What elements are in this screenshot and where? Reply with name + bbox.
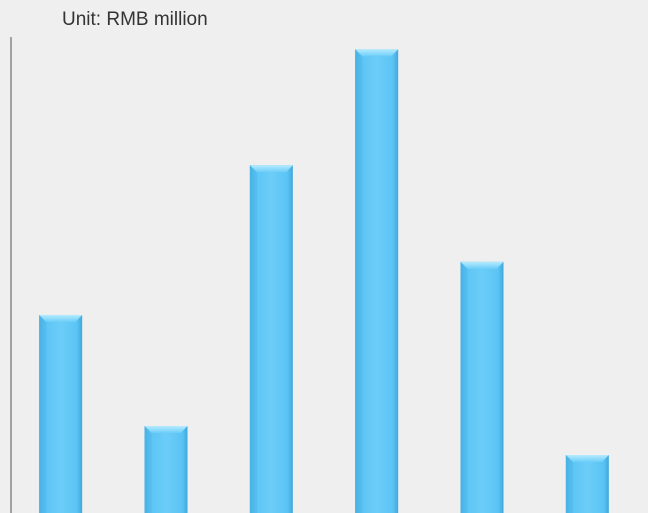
bar-6 <box>565 455 609 513</box>
bar-left-bevel <box>249 165 257 513</box>
unit-label: Unit: RMB million <box>62 9 208 30</box>
bar-cap <box>249 165 293 173</box>
bars-group <box>39 49 609 513</box>
bar-body <box>565 455 609 513</box>
bar-5 <box>460 261 504 513</box>
bar-1 <box>39 314 83 513</box>
bar-left-bevel <box>39 314 47 513</box>
bar-3 <box>249 165 293 513</box>
bar-2 <box>144 426 188 513</box>
bar-cap <box>144 426 188 434</box>
bar-left-bevel <box>355 49 363 513</box>
bar-left-bevel <box>565 455 573 513</box>
bar-body <box>355 49 399 513</box>
bar-left-bevel <box>460 261 468 513</box>
bar-body <box>249 165 293 513</box>
bar-body <box>39 314 83 513</box>
bar-body <box>144 426 188 513</box>
bar-left-bevel <box>144 426 152 513</box>
bar-cap <box>565 455 609 463</box>
bar-cap <box>39 314 83 322</box>
bar-4 <box>355 49 399 513</box>
bar-cap <box>460 261 504 269</box>
bar-body <box>460 261 504 513</box>
bar-cap <box>355 49 399 57</box>
